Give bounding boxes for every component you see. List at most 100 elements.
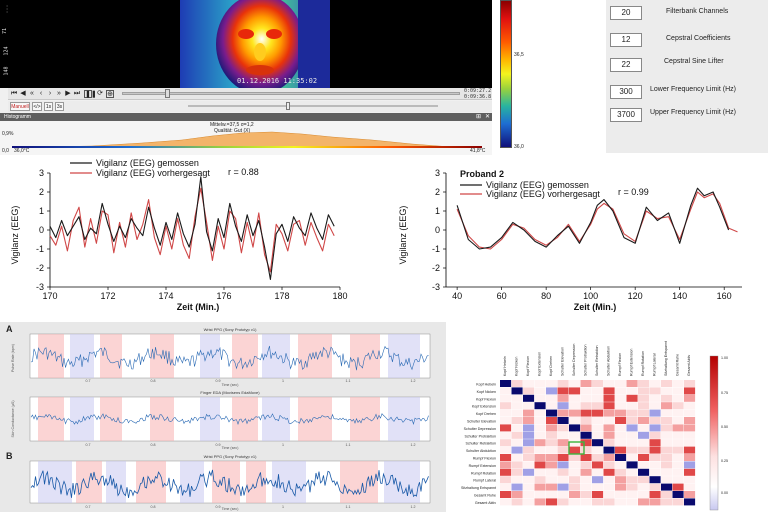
matrix-cell xyxy=(638,424,650,432)
matrix-cell xyxy=(649,409,661,417)
legend-measured: Vigilanz (EEG) gemossen xyxy=(486,180,589,190)
matrix-col-label: Gesamt Aktiv xyxy=(687,355,691,376)
matrix-cell xyxy=(672,409,684,417)
matrix-cell xyxy=(569,461,581,469)
matrix-cell xyxy=(684,387,696,395)
matrix-cell xyxy=(672,402,684,410)
plot1-signal xyxy=(30,345,429,371)
next-frame-icon[interactable]: ▶ xyxy=(65,90,71,97)
cepstral-coefficients-field[interactable]: 12 xyxy=(610,33,642,47)
matrix-colorbar-label: 0.25 xyxy=(721,459,728,463)
matrix-col-label: Schulter Protraktion xyxy=(584,344,588,376)
matrix-cell xyxy=(557,424,569,432)
matrix-cell xyxy=(534,483,546,491)
matrix-cell xyxy=(592,402,604,410)
cepstral-sine-lifter-field[interactable]: 22 xyxy=(610,58,642,72)
matrix-cell xyxy=(649,380,661,387)
matrix-cell xyxy=(500,380,512,387)
matrix-cell xyxy=(557,402,569,410)
loop-icon[interactable]: ⟳ xyxy=(97,90,103,97)
matrix-row-label: Kopf Nicken xyxy=(477,390,496,394)
matrix-cell xyxy=(523,394,535,402)
matrix-cell xyxy=(672,476,684,484)
series-line xyxy=(49,176,335,280)
plot2-ylabel: Skin Conductance (µS) xyxy=(11,400,15,437)
matrix-cell xyxy=(684,483,696,491)
matrix-colorbar-label: 1.00 xyxy=(721,356,728,360)
rewind-icon[interactable]: « xyxy=(30,90,34,97)
matrix-cell xyxy=(638,387,650,395)
thermal-viewer: 01.12.2016 11:35:02 ... 71 124 148 ⏮ ◀ «… xyxy=(0,0,492,155)
condition-band xyxy=(388,334,420,378)
cepstral-coefficients-label: Cepstral Coefficients xyxy=(666,35,731,42)
matrix-cell xyxy=(626,431,638,439)
skip-start-icon[interactable]: ⏮ xyxy=(10,90,18,97)
forward-icon[interactable]: › xyxy=(48,90,52,97)
matrix-cell xyxy=(649,483,661,491)
condition-band xyxy=(150,397,174,441)
lower-frequency-field[interactable]: 300 xyxy=(610,85,642,99)
range-thumb[interactable] xyxy=(286,102,290,110)
panel-label-b: B xyxy=(6,451,13,461)
three-second-button[interactable]: 3s xyxy=(55,102,64,111)
one-second-button[interactable]: 1s xyxy=(44,102,53,111)
matrix-cell xyxy=(661,387,673,395)
matrix-col-label: Schulter Elevation xyxy=(561,347,565,376)
matrix-cell xyxy=(592,454,604,461)
pin-icon[interactable]: ⊞ xyxy=(476,114,482,120)
matrix-cell xyxy=(615,461,627,469)
matrix-cell xyxy=(569,439,581,447)
matrix-col-label: Rumpf Lateral xyxy=(653,353,657,376)
matrix-cell xyxy=(603,468,615,476)
matrix-cell xyxy=(672,461,684,469)
matrix-cell xyxy=(523,491,535,498)
close-icon[interactable]: ✕ xyxy=(485,114,491,120)
matrix-cell xyxy=(661,394,673,402)
matrix-cell xyxy=(638,468,650,476)
matrix-row-label: Gesamt Aktiv xyxy=(475,501,496,505)
matrix-cell xyxy=(649,461,661,469)
matrix-cell xyxy=(649,468,661,476)
matrix-cell xyxy=(511,468,523,476)
matrix-cell xyxy=(626,476,638,484)
matrix-cell xyxy=(534,498,546,506)
matrix-cell xyxy=(638,409,650,417)
matrix-cell xyxy=(603,483,615,491)
matrix-cell xyxy=(672,454,684,461)
matrix-cell xyxy=(511,409,523,417)
matrix-cell xyxy=(546,439,558,447)
plot1-title: Wrist PPG (Sony Prototyp v1) xyxy=(204,327,257,332)
seek-bar[interactable] xyxy=(122,92,460,95)
matrix-cell xyxy=(511,446,523,454)
prev-frame-icon[interactable]: ◀ xyxy=(20,90,26,97)
matrix-cell xyxy=(534,491,546,498)
range-track[interactable] xyxy=(188,105,438,107)
matrix-cell xyxy=(500,461,512,469)
matrix-cell xyxy=(569,387,581,395)
x-tick-label: 1.1 xyxy=(346,379,351,383)
matrix-col-label: Schulter Depression xyxy=(572,344,576,376)
upper-frequency-field[interactable]: 3700 xyxy=(610,108,642,122)
pause-icon[interactable]: ❚❚ xyxy=(84,90,97,98)
matrix-cell xyxy=(534,439,546,447)
fit-button[interactable]: </> xyxy=(32,102,42,111)
zoom-icon[interactable]: ⊕ xyxy=(106,90,114,98)
back-icon[interactable]: ‹ xyxy=(39,90,43,97)
filterbank-channels-field[interactable]: 20 xyxy=(610,6,642,20)
skip-end-icon[interactable]: ⏭ xyxy=(73,90,81,97)
matrix-cell xyxy=(592,498,604,506)
matrix-cell xyxy=(684,431,696,439)
correlation-matrix-panel: Kopf Hebeln Kopf Nicken Kopf Flexion Kopf E… xyxy=(448,322,768,512)
matrix-row-label: Schulter Protraktion xyxy=(464,434,496,438)
matrix-cell xyxy=(534,424,546,432)
matrix-cell xyxy=(500,454,512,461)
x-tick-label: 0.7 xyxy=(86,505,91,509)
x-tick-label: 174 xyxy=(158,291,173,301)
y-tick-label: 2 xyxy=(435,187,440,197)
mode-button[interactable]: Manuell xyxy=(10,102,30,111)
matrix-cell xyxy=(534,468,546,476)
legend-measured: Vigilanz (EEG) gemossen xyxy=(96,158,199,168)
histogram-max-label: 0,9% xyxy=(2,131,14,137)
fast-forward-icon[interactable]: » xyxy=(57,90,61,97)
seek-thumb[interactable] xyxy=(165,89,170,98)
